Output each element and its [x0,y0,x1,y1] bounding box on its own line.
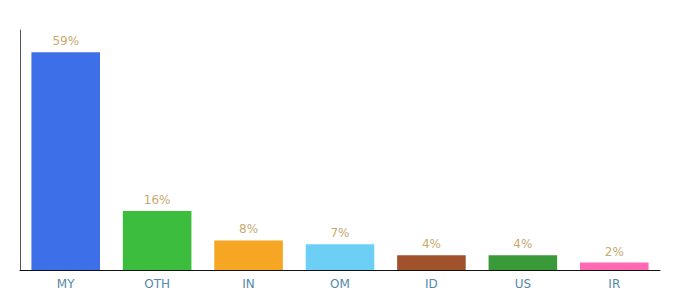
svg-text:16%: 16% [144,193,171,207]
svg-text:ID: ID [425,277,438,291]
svg-text:OTH: OTH [144,277,170,291]
svg-text:4%: 4% [422,237,441,251]
svg-text:MY: MY [57,277,75,291]
svg-text:7%: 7% [330,226,349,240]
svg-text:4%: 4% [513,237,532,251]
svg-text:8%: 8% [239,222,258,236]
svg-text:59%: 59% [52,34,79,48]
svg-text:IN: IN [242,277,255,291]
svg-text:US: US [515,277,531,291]
svg-text:OM: OM [330,277,350,291]
svg-text:IR: IR [608,277,620,291]
svg-text:2%: 2% [605,245,624,259]
